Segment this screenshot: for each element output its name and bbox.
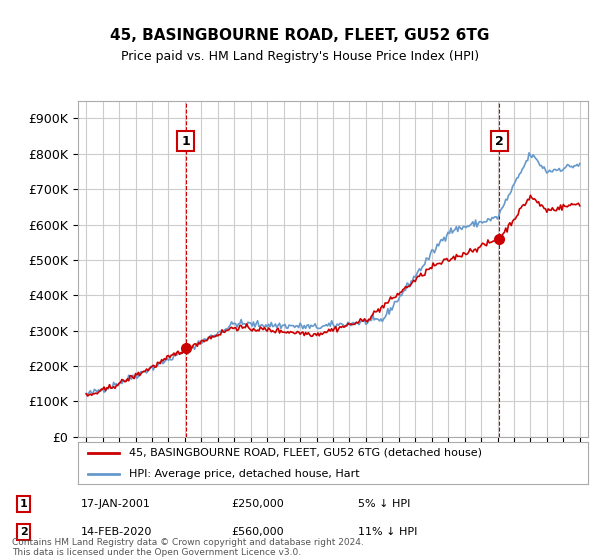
Text: Price paid vs. HM Land Registry's House Price Index (HPI): Price paid vs. HM Land Registry's House … bbox=[121, 50, 479, 63]
Text: 14-FEB-2020: 14-FEB-2020 bbox=[81, 527, 152, 537]
Text: 5% ↓ HPI: 5% ↓ HPI bbox=[358, 499, 410, 509]
Text: 17-JAN-2001: 17-JAN-2001 bbox=[81, 499, 151, 509]
Text: 1: 1 bbox=[20, 499, 28, 509]
Text: 45, BASINGBOURNE ROAD, FLEET, GU52 6TG (detached house): 45, BASINGBOURNE ROAD, FLEET, GU52 6TG (… bbox=[129, 448, 482, 458]
Text: 11% ↓ HPI: 11% ↓ HPI bbox=[358, 527, 417, 537]
Text: £560,000: £560,000 bbox=[231, 527, 284, 537]
Text: HPI: Average price, detached house, Hart: HPI: Average price, detached house, Hart bbox=[129, 469, 359, 479]
Text: 2: 2 bbox=[20, 527, 28, 537]
Text: £250,000: £250,000 bbox=[231, 499, 284, 509]
Text: 2: 2 bbox=[495, 134, 504, 148]
Text: Contains HM Land Registry data © Crown copyright and database right 2024.
This d: Contains HM Land Registry data © Crown c… bbox=[12, 538, 364, 557]
Text: 1: 1 bbox=[181, 134, 190, 148]
Text: 45, BASINGBOURNE ROAD, FLEET, GU52 6TG: 45, BASINGBOURNE ROAD, FLEET, GU52 6TG bbox=[110, 28, 490, 43]
